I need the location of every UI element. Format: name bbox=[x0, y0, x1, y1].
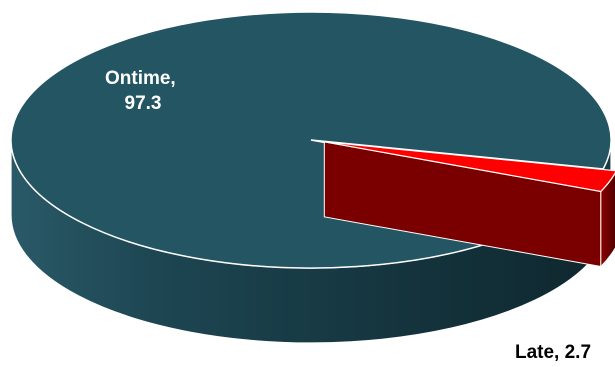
slice-label-ontime-value: 97.3 bbox=[125, 93, 162, 114]
slice-label-late: Late, 2.7 bbox=[515, 342, 591, 363]
slice-late bbox=[324, 141, 615, 193]
slice-label-ontime-name: Ontime, bbox=[105, 68, 176, 89]
slice-label-ontime: Ontime, 97.3 bbox=[105, 68, 181, 114]
